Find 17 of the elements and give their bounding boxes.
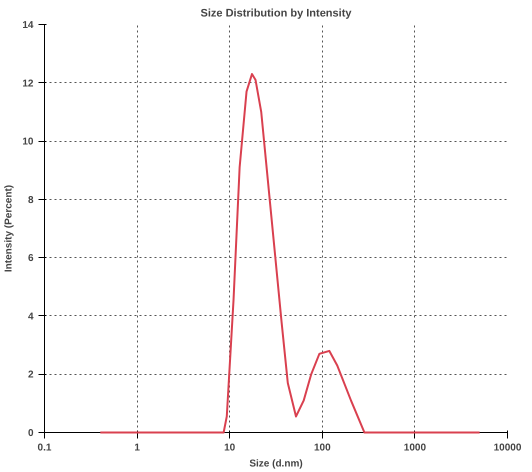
x-tick-label: 10 [224,442,236,454]
x-tick-label: 1 [134,442,140,454]
y-tick-label: 12 [22,78,34,90]
y-tick-label: 6 [28,253,34,264]
y-tick-label: 10 [22,136,34,148]
y-tick-label: 8 [28,194,34,206]
chart-title: Size Distribution by Intensity [200,8,352,20]
x-tick-label: 1000 [404,442,426,454]
x-tick-label: 100 [314,442,332,454]
x-tick-label: 0.1 [38,442,52,454]
x-tick-label: 10000 [494,442,522,454]
y-tick-label: 4 [28,311,34,322]
y-axis-title: Intensity (Percent) [3,184,14,272]
y-tick-label: 2 [28,370,34,381]
y-tick-label: 0 [28,428,34,439]
x-axis-title: Size (d.nm) [249,458,303,470]
y-tick-label: 14 [22,20,34,31]
